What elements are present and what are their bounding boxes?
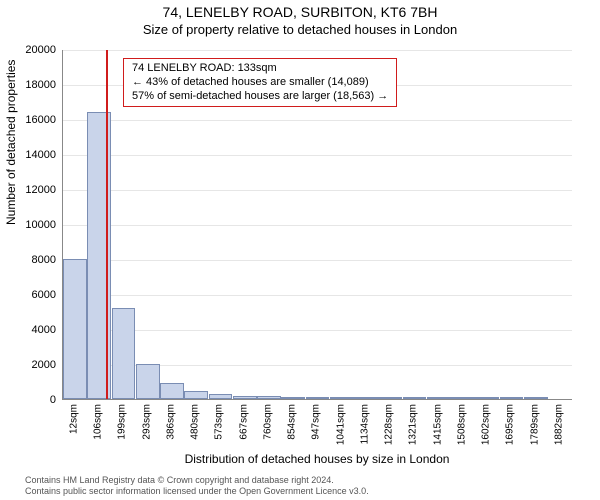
histogram-bar — [112, 308, 136, 399]
histogram-bar — [500, 397, 524, 399]
x-tick-label: 1695sqm — [505, 404, 516, 445]
y-tick-label: 8000 — [32, 254, 56, 266]
x-axis-ticks: 12sqm 106sqm 199sqm 293sqm 386sqm 480sqm 573sq… — [62, 400, 572, 455]
histogram-bar — [451, 397, 475, 399]
chart-title: 74, LENELBY ROAD, SURBITON, KT6 7BH — [0, 4, 600, 20]
gridline — [63, 120, 572, 121]
y-tick-label: 10000 — [25, 219, 56, 231]
y-tick-label: 2000 — [32, 359, 56, 371]
y-tick-label: 14000 — [25, 149, 56, 161]
annotation-line: 74 LENELBY ROAD: 133sqm — [132, 62, 388, 76]
x-tick-label: 1882sqm — [553, 404, 564, 445]
histogram-bar — [378, 397, 402, 399]
x-tick-label: 667sqm — [238, 404, 249, 440]
annotation-box: 74 LENELBY ROAD: 133sqm← 43% of detached… — [123, 58, 397, 107]
x-tick-label: 854sqm — [287, 404, 298, 440]
histogram-bar — [136, 364, 160, 399]
gridline — [63, 330, 572, 331]
gridline — [63, 155, 572, 156]
y-tick-label: 4000 — [32, 324, 56, 336]
histogram-bar — [209, 394, 233, 399]
y-tick-label: 6000 — [32, 289, 56, 301]
property-size-chart: 74, LENELBY ROAD, SURBITON, KT6 7BH Size… — [0, 0, 600, 500]
x-tick-label: 1228sqm — [384, 404, 395, 445]
histogram-bar — [257, 396, 281, 399]
gridline — [63, 295, 572, 296]
plot-area: 74 LENELBY ROAD: 133sqm← 43% of detached… — [62, 50, 572, 400]
x-tick-label: 1602sqm — [481, 404, 492, 445]
gridline — [63, 225, 572, 226]
x-tick-label: 199sqm — [117, 404, 128, 440]
histogram-bar — [184, 391, 208, 399]
y-tick-label: 20000 — [25, 44, 56, 56]
x-tick-label: 947sqm — [311, 404, 322, 440]
y-tick-label: 18000 — [25, 79, 56, 91]
histogram-bar — [63, 259, 87, 399]
x-tick-label: 573sqm — [214, 404, 225, 440]
gridline — [63, 50, 572, 51]
y-tick-label: 16000 — [25, 114, 56, 126]
x-tick-label: 1321sqm — [408, 404, 419, 445]
x-tick-label: 1415sqm — [432, 404, 443, 445]
x-tick-label: 1789sqm — [529, 404, 540, 445]
x-tick-label: 1134sqm — [359, 404, 370, 444]
gridline — [63, 260, 572, 261]
footer-line-2: Contains public sector information licen… — [25, 486, 369, 496]
annotation-line: 57% of semi-detached houses are larger (… — [132, 90, 388, 104]
histogram-bar — [475, 397, 499, 399]
gridline — [63, 190, 572, 191]
y-axis-ticks: 0200040006000800010000120001400016000180… — [0, 50, 60, 400]
x-axis-label: Distribution of detached houses by size … — [62, 452, 572, 466]
histogram-bar — [524, 397, 548, 399]
histogram-bar — [403, 397, 427, 399]
histogram-bar — [354, 397, 378, 399]
x-tick-label: 1041sqm — [335, 404, 346, 445]
x-tick-label: 1508sqm — [456, 404, 467, 445]
attribution-footer: Contains HM Land Registry data © Crown c… — [25, 475, 369, 496]
x-tick-label: 760sqm — [262, 404, 273, 440]
x-tick-label: 12sqm — [68, 404, 79, 434]
chart-subtitle: Size of property relative to detached ho… — [0, 22, 600, 37]
histogram-bar — [160, 383, 184, 399]
annotation-line: ← 43% of detached houses are smaller (14… — [132, 76, 388, 90]
property-marker-line — [106, 50, 108, 399]
histogram-bar — [427, 397, 451, 399]
histogram-bar — [281, 397, 305, 399]
x-tick-label: 293sqm — [141, 404, 152, 440]
histogram-bar — [233, 396, 257, 400]
histogram-bar — [306, 397, 330, 399]
footer-line-1: Contains HM Land Registry data © Crown c… — [25, 475, 369, 485]
y-tick-label: 12000 — [25, 184, 56, 196]
histogram-bar — [330, 397, 354, 399]
x-tick-label: 106sqm — [93, 404, 104, 440]
x-tick-label: 480sqm — [190, 404, 201, 440]
x-tick-label: 386sqm — [165, 404, 176, 440]
y-tick-label: 0 — [50, 394, 56, 406]
